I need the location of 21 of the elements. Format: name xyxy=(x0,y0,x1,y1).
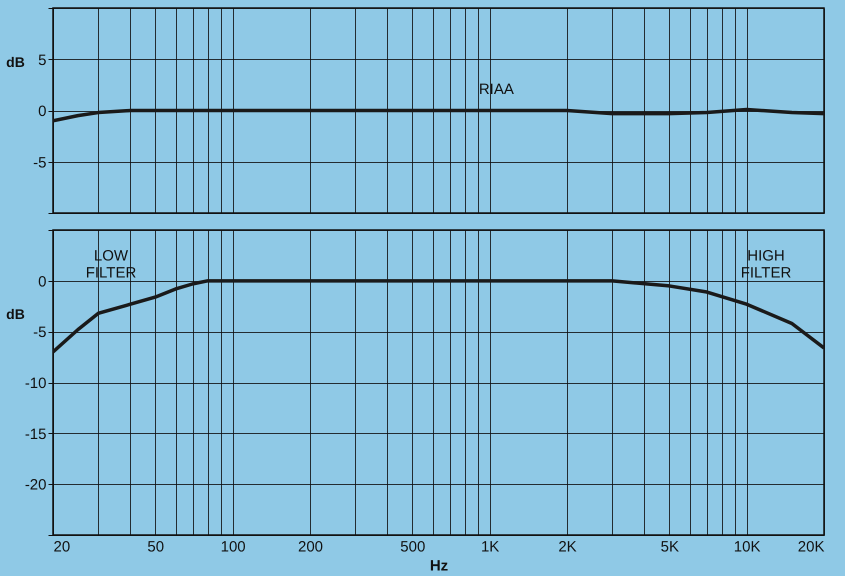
x-tick-label: 500 xyxy=(400,538,426,556)
y-tick-label: 0 xyxy=(38,103,46,120)
x-tick-label: 10K xyxy=(734,538,760,556)
x-axis-title: Hz xyxy=(430,558,448,574)
x-tick-label: 100 xyxy=(220,538,246,556)
x-tick-label: 1K xyxy=(480,538,500,556)
x-tick-label: 2K xyxy=(558,538,577,556)
y-axis-title: dB xyxy=(6,306,25,322)
x-tick-label: 20K xyxy=(798,538,824,556)
x-tick-label: 20 xyxy=(54,538,70,556)
x-tick-label: 5K xyxy=(660,538,679,556)
y-tick-label: -10 xyxy=(24,375,46,392)
y-tick-label: -20 xyxy=(24,476,46,494)
y-tick-label: -15 xyxy=(24,426,46,443)
y-tick-label: 5 xyxy=(38,52,46,69)
x-tick-label: 200 xyxy=(298,538,324,556)
y-tick-label: -5 xyxy=(33,154,46,172)
y-tick-label: -5 xyxy=(33,324,46,342)
y-axis-title: dB xyxy=(6,54,25,70)
y-tick-label: 0 xyxy=(38,273,46,290)
x-tick-label: 50 xyxy=(147,538,164,556)
